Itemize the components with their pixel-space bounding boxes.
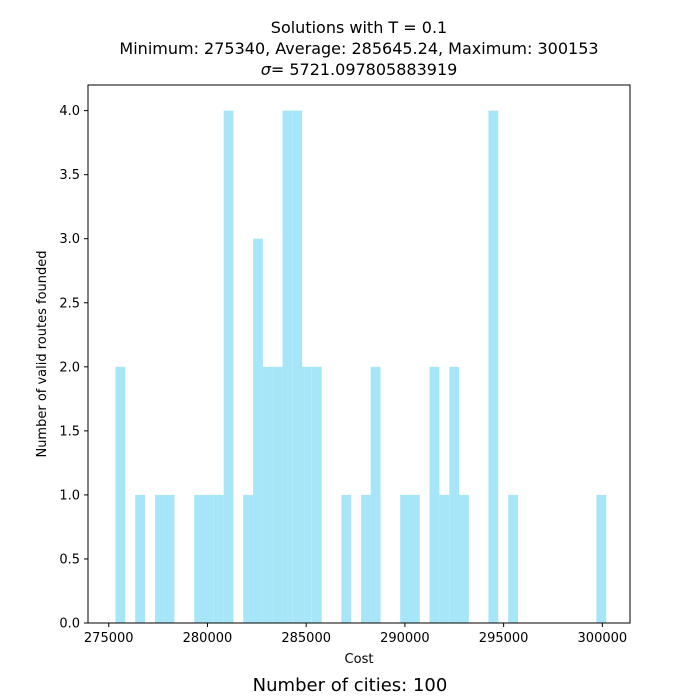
sigma-symbol: σ <box>260 60 271 79</box>
histogram-bar <box>341 494 352 623</box>
histogram-bar <box>488 110 499 624</box>
histogram-bar <box>410 494 420 623</box>
x-tick-label: 275000 <box>84 631 134 646</box>
footer-city-count: Number of cities: 100 <box>252 675 448 696</box>
y-tick-label: 3.5 <box>59 168 80 183</box>
y-tick-label: 1.5 <box>59 424 80 439</box>
histogram-bar <box>262 366 273 623</box>
histogram-bar <box>508 494 518 623</box>
histogram-bar <box>272 366 283 623</box>
histogram-bar <box>429 366 440 623</box>
histogram-bar <box>449 366 460 623</box>
histogram-bar <box>154 494 165 623</box>
y-tick-label: 3.0 <box>59 232 80 247</box>
histogram-bar <box>243 494 253 623</box>
histogram-bar <box>370 366 381 623</box>
chart-title-line3: σ= 5721.097805883919 <box>88 60 630 80</box>
histogram-bar <box>282 110 293 624</box>
histogram-bar <box>203 494 214 623</box>
x-tick-label: 295000 <box>479 631 529 646</box>
x-tick-label: 280000 <box>183 631 233 646</box>
histogram-bar <box>115 366 126 623</box>
bars-group <box>115 110 607 624</box>
y-tick-label: 0.5 <box>59 552 80 567</box>
histogram-bar <box>194 494 205 623</box>
chart-title-line1: Solutions with T = 0.1 <box>270 18 448 37</box>
y-tick-label: 2.5 <box>59 296 80 311</box>
x-tick-label: 285000 <box>281 631 331 646</box>
histogram-bar <box>223 110 234 624</box>
y-axis-label: Number of valid routes founded <box>35 250 50 457</box>
chart-title-line2: Minimum: 275340, Average: 285645.24, Max… <box>119 39 599 58</box>
histogram-bar <box>135 494 145 623</box>
histogram-bar <box>459 494 469 623</box>
x-ticks-group: 275000 280000 285000 290000 295000 300000 <box>84 623 627 646</box>
y-tick-label: 4.0 <box>59 104 80 119</box>
histogram-bar <box>213 494 224 623</box>
y-tick-label: 2.0 <box>59 360 80 375</box>
sigma-value: = 5721.097805883919 <box>270 60 458 79</box>
y-tick-label: 1.0 <box>59 488 80 503</box>
plot-frame <box>87 84 631 624</box>
histogram-bar <box>361 494 371 623</box>
histogram-bar <box>596 494 607 623</box>
histogram-bar <box>311 366 322 623</box>
x-tick-label: 290000 <box>380 631 430 646</box>
histogram-bar <box>253 238 263 623</box>
histogram-bar <box>164 494 175 623</box>
x-tick-label: 300000 <box>578 631 628 646</box>
histogram-bar <box>400 494 410 623</box>
histogram-bar <box>292 110 303 624</box>
y-ticks-group: 0.0 0.5 1.0 1.5 2.0 2.5 3.0 3.5 4.0 <box>59 104 88 632</box>
y-tick-label: 0.0 <box>59 617 80 632</box>
histogram-bar <box>439 494 450 623</box>
histogram-bar <box>302 366 312 623</box>
x-axis-label: Cost <box>345 652 374 667</box>
